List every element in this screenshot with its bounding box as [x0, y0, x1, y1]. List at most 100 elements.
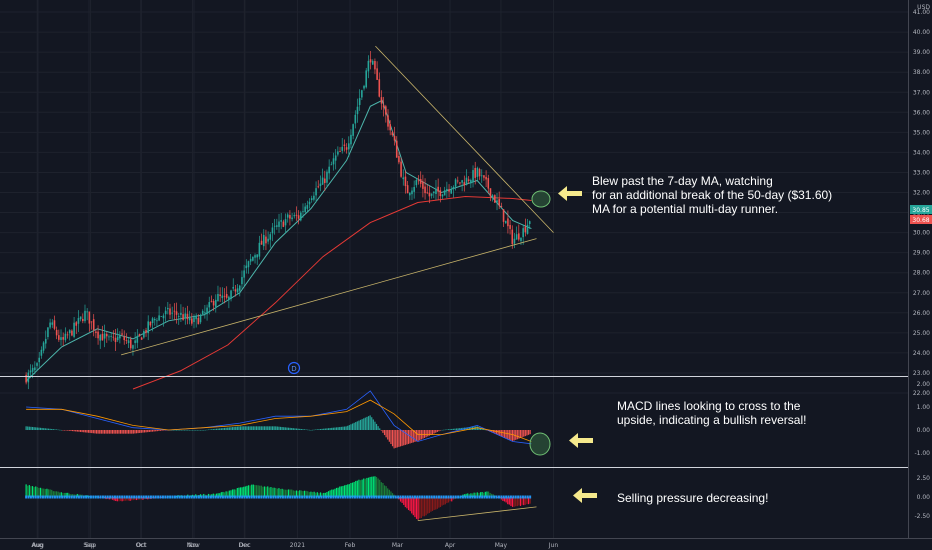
momentum-zero-dot: [212, 495, 215, 499]
momentum-bar: [355, 480, 357, 497]
momentum-bar: [523, 497, 525, 506]
price-tick-label: 28.00: [913, 270, 930, 277]
candle-body: [382, 105, 385, 108]
macd-axis[interactable]: 2.00 1.00 0.00 -1.00: [914, 381, 930, 457]
candle-body: [145, 330, 147, 333]
macd-histogram-bar: [89, 430, 91, 433]
candle-body: [136, 335, 139, 343]
momentum-bar: [404, 497, 406, 508]
momentum-bar: [76, 493, 78, 497]
momentum-zero-dot: [459, 495, 462, 499]
momentum-tick-label: 2.50: [917, 475, 931, 482]
macd-histogram-bar: [233, 426, 235, 430]
macd-histogram-bar: [390, 430, 392, 444]
momentum-zero-dot: [397, 495, 400, 499]
macd-histogram-bar: [214, 428, 216, 430]
macd-histogram-bar: [92, 430, 94, 434]
macd-histogram-bar: [83, 430, 85, 433]
macd-histogram-bar: [153, 430, 155, 432]
macd-histogram-bar: [102, 430, 104, 434]
time-axis[interactable]: AugSepOctNovDec2021FebMarAprMayJunJulAug…: [0, 542, 558, 549]
macd-histogram-bar: [361, 419, 363, 430]
momentum-bar: [508, 497, 510, 505]
macd-histogram-bar: [297, 428, 299, 430]
grid-lines: [0, 0, 908, 538]
time-tick-label: Aug: [31, 542, 43, 549]
momentum-bar: [321, 493, 323, 497]
macd-histogram-bar: [479, 427, 482, 430]
momentum-bar: [375, 476, 378, 497]
macd-tick-label: -1.00: [914, 450, 930, 457]
macd-histogram-bar: [137, 430, 139, 434]
candle-body: [308, 201, 311, 205]
momentum-bar: [334, 488, 336, 497]
macd-histogram-bar: [435, 430, 437, 433]
macd-histogram-bar: [348, 425, 350, 430]
momentum-bar: [47, 489, 50, 497]
momentum-bar: [300, 490, 302, 497]
macd-histogram-bar: [259, 426, 261, 430]
candle-body: [273, 225, 276, 227]
momentum-zero-dot: [147, 495, 150, 499]
price-tick-label: 29.00: [913, 250, 930, 257]
candle-body: [441, 194, 444, 197]
momentum-bar: [57, 491, 59, 497]
momentum-bar: [281, 488, 283, 497]
macd-histogram-bar: [190, 430, 192, 431]
macd-histogram-bar: [399, 430, 402, 447]
macd-histogram-bar: [79, 430, 82, 432]
macd-histogram-bar: [67, 430, 69, 431]
macd-histogram-bar: [446, 429, 448, 430]
momentum-bar: [118, 497, 120, 502]
momentum-bar: [513, 497, 515, 507]
momentum-bar: [484, 491, 486, 497]
candle-body: [489, 188, 492, 197]
candle-body: [167, 307, 169, 310]
momentum-bar: [342, 485, 344, 497]
momentum-bar: [444, 497, 446, 505]
candle-body: [267, 238, 269, 242]
macd-histogram-bar: [127, 430, 130, 434]
event-marker[interactable]: D: [287, 361, 301, 375]
candle-body: [34, 367, 36, 371]
momentum-bar: [239, 487, 242, 497]
momentum-bar: [25, 484, 27, 497]
macd-histogram: [25, 415, 531, 449]
price-tick-label: 38.00: [913, 69, 930, 76]
candle-body: [317, 186, 320, 188]
momentum-bar: [367, 477, 370, 497]
momentum-zero-dot: [399, 495, 402, 499]
momentum-bar: [515, 497, 517, 507]
candle-body: [269, 234, 272, 240]
macd-histogram-bar: [439, 430, 442, 431]
momentum-zero-dot: [493, 495, 496, 499]
momentum-bar: [353, 481, 355, 497]
macd-histogram-bar: [163, 430, 165, 431]
momentum-bar: [326, 492, 328, 497]
macd-histogram-bar: [516, 430, 518, 440]
macd-histogram-bar: [355, 422, 357, 430]
momentum-bar: [316, 492, 318, 497]
candle-body: [369, 59, 372, 63]
last-price-badge-2-text: 30.68: [912, 217, 929, 224]
macd-histogram-bar: [321, 428, 323, 430]
momentum-bar: [340, 486, 342, 497]
candle-body: [156, 320, 158, 322]
momentum-bar: [289, 489, 291, 497]
candle-body: [319, 183, 322, 187]
macd-histogram-bar: [191, 430, 194, 431]
momentum-axis[interactable]: 2.50 0.00 -2.50: [914, 475, 930, 520]
price-annotation-line-2: for an additional break of the 50-day ($…: [592, 188, 833, 202]
momentum-bar: [356, 480, 358, 497]
price-tick-label: 33.00: [913, 169, 930, 176]
macd-histogram-bar: [451, 428, 453, 430]
momentum-zero-dot: [351, 495, 354, 499]
price-axis[interactable]: 41.00 40.00 39.00 38.00 37.00 36.00 35.00 34.00…: [913, 9, 930, 397]
momentum-zero-dot: [73, 495, 76, 499]
momentum-bar: [430, 497, 432, 512]
candle-body: [51, 322, 54, 325]
time-tick-label: Jun: [548, 542, 559, 549]
momentum-bar: [238, 487, 240, 497]
momentum-bar: [470, 493, 472, 497]
